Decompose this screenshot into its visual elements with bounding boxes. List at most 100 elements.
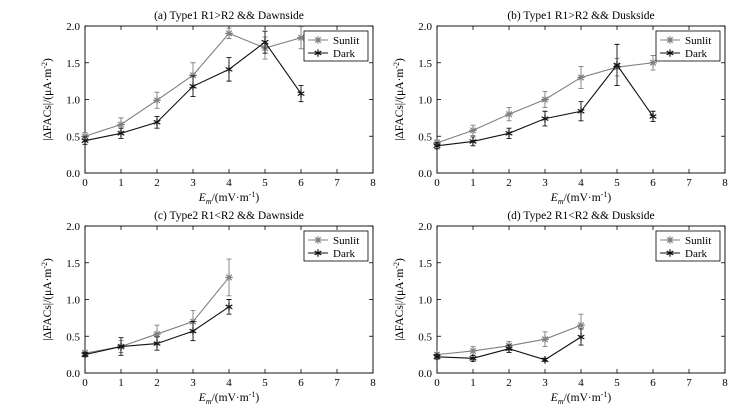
- data-point-sunlit: [649, 58, 657, 67]
- y-axis-label: |ΔFACs|/(μA·m-2): [392, 258, 406, 341]
- y-tick-label: 0.5: [418, 331, 432, 343]
- data-point-dark: [81, 350, 89, 359]
- x-axis-label-part: -1: [249, 390, 256, 399]
- data-point-sunlit: [505, 110, 513, 118]
- y-axis-label-part: |ΔFACs|/(μA·m: [42, 269, 54, 341]
- x-axis-label-part: E: [198, 192, 206, 204]
- x-axis-label-part: m: [558, 397, 564, 406]
- data-point-sunlit: [541, 95, 549, 104]
- chart-panel-a: 0 1 2 3 4 5 6 7 8 0.0 0.5 1.0 1.5 2.0 (a) Type1 R1>R2 …: [40, 10, 376, 206]
- y-tick-label: 1.5: [418, 258, 432, 270]
- x-tick-label: 3: [190, 177, 196, 189]
- y-tick-label: 1.5: [66, 58, 80, 70]
- series-dark: [433, 328, 585, 364]
- x-tick-label: 4: [578, 377, 584, 389]
- x-axis-label-part: -1: [601, 190, 608, 199]
- data-point-dark: [225, 303, 233, 311]
- data-point-sunlit: [541, 335, 549, 343]
- x-tick-label: 0: [82, 177, 88, 189]
- x-tick-label: 4: [226, 177, 232, 189]
- data-point-dark: [577, 107, 585, 116]
- y-tick-label: 2.0: [66, 221, 80, 233]
- data-point-dark: [469, 137, 477, 146]
- data-point-sunlit: [297, 33, 305, 42]
- data-point-dark: [469, 354, 477, 363]
- series-sunlit: [433, 54, 657, 147]
- x-tick-label: 3: [542, 177, 548, 189]
- data-point-sunlit: [153, 330, 161, 338]
- x-tick-label: 7: [686, 377, 692, 389]
- x-tick-label: 5: [262, 377, 268, 389]
- legend-marker: [314, 236, 322, 244]
- y-axis-label-part: ): [394, 58, 406, 62]
- data-point-sunlit: [577, 73, 585, 82]
- chart-panel-b: 0 1 2 3 4 5 6 7 8 0.0 0.5 1.0 1.5 2.0 (b) Type1 R1>R2 …: [392, 10, 728, 206]
- x-axis-label-part: -1: [249, 190, 256, 199]
- y-axis-label-part: -2: [40, 62, 49, 69]
- data-point-dark: [613, 61, 621, 69]
- data-point-dark: [189, 327, 197, 335]
- y-tick-label: 1.5: [66, 258, 80, 270]
- x-tick-label: 7: [334, 377, 340, 389]
- x-tick-label: 0: [434, 177, 440, 189]
- x-axis-label: Em/(mV·m-1): [198, 190, 260, 206]
- legend-marker: [314, 36, 322, 44]
- x-tick-label: 2: [154, 377, 160, 389]
- y-axis-label-part: ): [42, 258, 54, 262]
- legend-label: Dark: [685, 48, 707, 60]
- x-axis-label: Em/(mV·m-1): [550, 190, 612, 206]
- data-point-sunlit: [81, 132, 89, 141]
- x-axis-label-part: ): [607, 392, 611, 404]
- y-tick-label: 1.0: [66, 95, 80, 107]
- y-axis-label: |ΔFACs|/(μA·m-2): [392, 58, 406, 141]
- data-point-sunlit: [153, 96, 161, 105]
- x-tick-label: 4: [226, 377, 232, 389]
- y-tick-label: 2.0: [418, 221, 432, 233]
- legend-marker: [666, 249, 674, 257]
- chart-title: (c) Type2 R1<R2 && Dawnside: [154, 210, 304, 222]
- y-axis-label-part: ): [42, 58, 54, 62]
- x-axis-label-part: E: [550, 192, 558, 204]
- y-tick-label: 2.0: [66, 21, 80, 33]
- data-point-dark: [649, 112, 657, 121]
- y-axis-label-part: |ΔFACs|/(μA·m: [394, 269, 406, 341]
- y-tick-label: 1.5: [418, 58, 432, 70]
- y-axis-label-part: |ΔFACs|/(μA·m: [42, 69, 54, 141]
- x-tick-label: 5: [614, 177, 620, 189]
- data-point-dark: [189, 82, 197, 91]
- data-point-dark: [505, 344, 513, 353]
- series-dark: [81, 299, 233, 359]
- legend-marker: [314, 249, 322, 257]
- legend-marker: [666, 236, 674, 244]
- data-point-dark: [433, 142, 441, 150]
- y-tick-label: 1.0: [418, 95, 432, 107]
- data-point-dark: [153, 118, 161, 127]
- legend-label: Sunlit: [333, 35, 359, 47]
- data-point-dark: [433, 353, 441, 361]
- x-axis-label-part: m: [206, 197, 212, 206]
- chart-panel-d: 0 1 2 3 4 5 6 7 8 0.0 0.5 1.0 1.5 2.0 (d) Type2 R1<R2 …: [392, 210, 728, 406]
- legend-box: [303, 230, 369, 262]
- chart-title: (a) Type1 R1>R2 && Dawnside: [154, 10, 304, 22]
- y-tick-label: 1.0: [418, 295, 432, 307]
- x-axis-label-part: ): [255, 192, 259, 204]
- x-tick-label: 1: [118, 177, 124, 189]
- x-tick-label: 2: [154, 177, 160, 189]
- legend-label: Dark: [685, 248, 707, 260]
- x-tick-label: 8: [722, 377, 728, 389]
- x-tick-label: 1: [470, 377, 476, 389]
- x-axis-label-part: m: [206, 397, 212, 406]
- y-axis-label-part: -2: [392, 262, 401, 269]
- series-dark: [81, 30, 305, 145]
- data-point-sunlit: [469, 347, 477, 355]
- data-point-dark: [81, 136, 89, 145]
- x-tick-label: 0: [82, 377, 88, 389]
- x-axis-label-part: /(mV·m: [564, 192, 601, 204]
- chart-title: (d) Type2 R1<R2 && Duskside: [507, 210, 654, 222]
- x-axis-label-part: ): [607, 192, 611, 204]
- data-point-sunlit: [225, 29, 233, 38]
